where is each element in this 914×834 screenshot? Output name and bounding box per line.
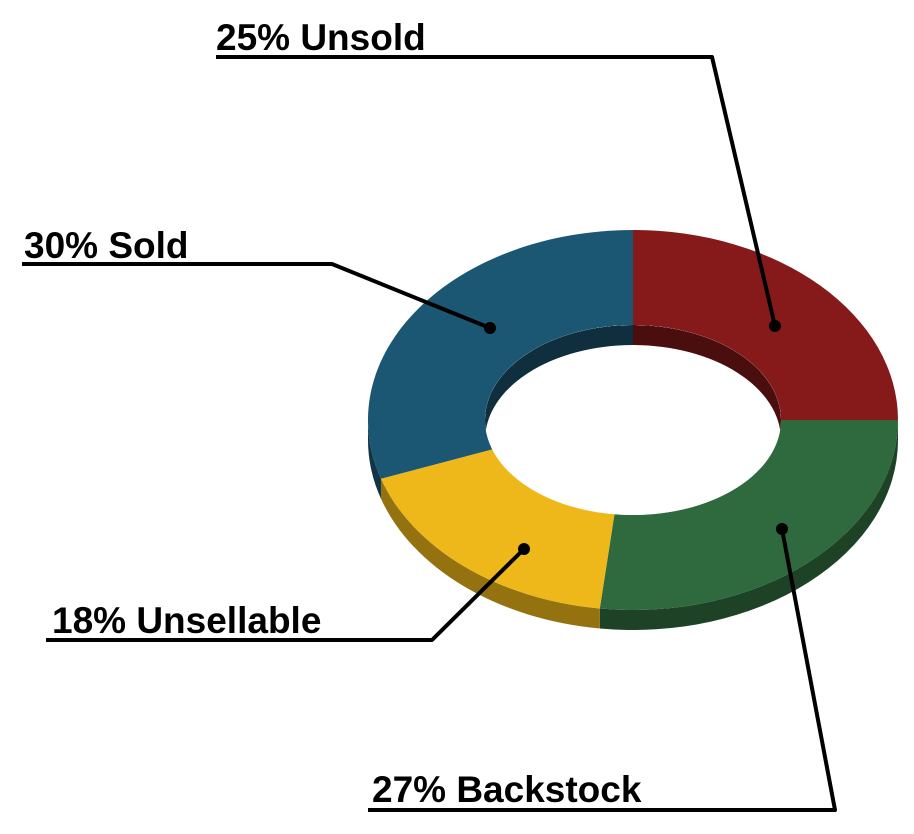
inner-wall-sold — [485, 325, 633, 440]
leader-dot-unsellable — [518, 543, 530, 555]
leader-line-sold — [22, 262, 491, 330]
slice-unsold — [633, 230, 898, 420]
extrusion-unsellable — [380, 478, 600, 629]
leader-line-backstock — [368, 528, 837, 812]
leader-lines — [22, 55, 837, 812]
donut-extrusion — [368, 420, 898, 630]
label-sold: 30% Sold — [24, 225, 189, 266]
leader-dot-backstock — [776, 523, 788, 535]
inner-wall-unsold — [633, 325, 781, 440]
label-unsold: 25% Unsold — [216, 17, 426, 58]
label-unsellable: 18% Unsellable — [52, 600, 321, 641]
slice-labels: 25% Unsold 27% Backstock 18% Unsellable … — [24, 17, 642, 810]
leader-dot-unsold — [769, 320, 781, 332]
slice-sold — [368, 230, 633, 479]
leader-dot-sold — [484, 322, 496, 334]
slice-backstock — [599, 420, 898, 610]
leader-line-unsold — [216, 55, 777, 327]
donut-hole — [485, 325, 781, 515]
donut-inner-wall — [485, 325, 781, 515]
slice-unsellable — [380, 449, 615, 609]
donut-top — [368, 230, 898, 610]
label-backstock: 27% Backstock — [372, 769, 642, 810]
leader-line-unsellable — [46, 547, 526, 642]
extrusion-sold — [368, 420, 381, 499]
